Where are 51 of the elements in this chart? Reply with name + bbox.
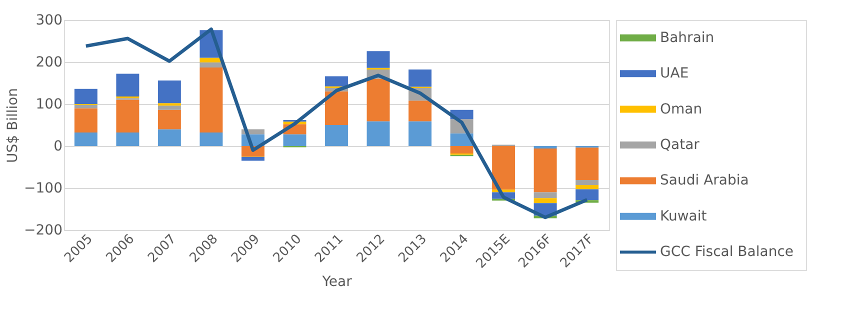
legend-label: Kuwait <box>660 208 708 224</box>
bar <box>200 132 223 146</box>
bar <box>408 70 432 87</box>
bar <box>408 121 432 146</box>
legend-label: Bahrain <box>660 30 714 46</box>
legend-label: GCC Fiscal Balance <box>660 244 794 260</box>
bar <box>116 74 140 96</box>
bar <box>366 78 390 122</box>
bar <box>200 62 223 68</box>
legend-label: UAE <box>660 66 689 82</box>
y-tick-label: 0 <box>54 138 62 154</box>
bar <box>74 108 98 133</box>
bar <box>534 198 557 204</box>
bar <box>283 134 306 146</box>
bar <box>534 146 557 149</box>
bar <box>325 125 348 146</box>
y-tick-label: 100 <box>36 96 62 112</box>
bar <box>158 103 181 106</box>
y-tick-label: −200 <box>24 222 62 238</box>
bar <box>366 51 390 68</box>
bar <box>576 180 599 186</box>
bar <box>534 192 557 198</box>
bar <box>325 91 348 125</box>
bar <box>576 189 599 200</box>
bar <box>450 146 474 154</box>
bar <box>576 148 599 180</box>
bar <box>158 110 181 130</box>
bar <box>408 100 432 122</box>
bar <box>492 146 516 190</box>
bar <box>200 67 223 133</box>
legend-label: Qatar <box>660 137 700 153</box>
x-axis-title: Year <box>321 274 352 290</box>
line-series <box>84 27 589 220</box>
bar <box>534 148 557 192</box>
bar <box>74 132 98 146</box>
y-tick-label: 200 <box>36 54 62 70</box>
bar <box>116 100 140 133</box>
y-tick-label: 300 <box>36 12 62 28</box>
bar <box>158 80 181 104</box>
bar <box>116 132 140 146</box>
y-tick-label: −100 <box>24 180 62 196</box>
bar <box>74 88 98 104</box>
legend-label: Oman <box>660 101 702 118</box>
bar <box>241 156 264 161</box>
bar <box>325 76 348 86</box>
legend-label: Saudi Arabia <box>660 172 749 189</box>
y-axis-title: US$ Billion <box>5 88 22 164</box>
bar <box>366 121 390 146</box>
bar <box>158 129 181 146</box>
bar <box>576 185 599 190</box>
bar <box>158 106 181 110</box>
